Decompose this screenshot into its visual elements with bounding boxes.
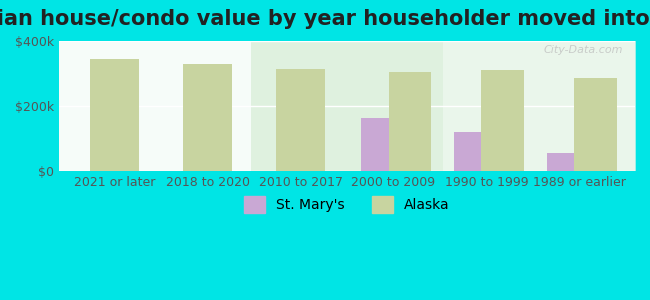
Text: Median house/condo value by year householder moved into unit: Median house/condo value by year househo… <box>0 9 650 29</box>
Bar <box>183 64 232 171</box>
Bar <box>361 118 393 171</box>
Bar <box>575 78 617 171</box>
Bar <box>482 70 524 171</box>
Bar <box>547 153 579 171</box>
Legend: St. Mary's, Alaska: St. Mary's, Alaska <box>239 190 456 218</box>
Bar <box>454 132 486 171</box>
Bar <box>276 69 325 171</box>
Bar <box>389 72 431 171</box>
Bar <box>90 59 139 171</box>
Text: City-Data.com: City-Data.com <box>544 45 623 55</box>
